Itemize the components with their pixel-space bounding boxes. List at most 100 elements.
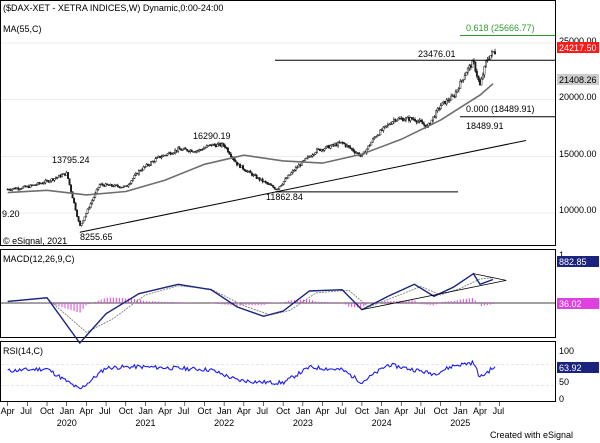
candle-body (288, 174, 291, 176)
macd-label: MACD(12,26,9,C) (3, 254, 75, 264)
candle-body (181, 149, 184, 151)
candle-body (377, 134, 380, 136)
candle-body (481, 74, 484, 80)
candle-body (474, 61, 477, 72)
candle-body (398, 118, 401, 120)
candle-body (101, 183, 104, 186)
candle-body (395, 119, 398, 122)
price-tick-10000: 10000.00 (559, 205, 597, 215)
candle-body (415, 120, 418, 123)
candle-body (128, 183, 131, 186)
candle-body (147, 164, 149, 166)
candle-body (80, 222, 83, 226)
low-2022-label: 11862.84 (266, 192, 303, 202)
last-price-value: 24217.50 (559, 43, 597, 53)
low-2020-label: 8255.65 (80, 232, 113, 242)
candle-body (20, 188, 23, 190)
candle-body (15, 187, 18, 190)
candle-body (23, 185, 26, 188)
candle-body (352, 148, 355, 152)
candle-body (246, 170, 249, 173)
high-2025-label: 23476.01 (418, 49, 456, 59)
ma-value-tag (557, 74, 599, 85)
candle-body (276, 188, 279, 190)
x-axis-month-label: Oct (434, 406, 449, 416)
candle-body (282, 181, 285, 185)
candle-body (159, 155, 162, 158)
candle-body (67, 172, 69, 179)
candle-body (255, 174, 258, 179)
candle-body (290, 172, 293, 176)
candle-body (110, 184, 113, 187)
x-axis-year-label: 2021 (135, 418, 155, 428)
candle-body (349, 146, 352, 149)
candle-body (251, 172, 254, 176)
candle-body (475, 70, 478, 77)
candle-body (488, 58, 490, 61)
candle-body (309, 156, 312, 158)
ma-label: MA(55,C) (3, 24, 42, 34)
candle-body (237, 163, 240, 166)
x-axis-month-label: Apr (473, 406, 487, 416)
candle-body (371, 138, 374, 143)
candle-body (468, 65, 471, 69)
candle-body (71, 191, 74, 199)
candle-body (98, 184, 101, 188)
candle-body (58, 175, 60, 178)
candle-body (55, 177, 57, 179)
candle-body (172, 152, 175, 154)
candle-body (383, 125, 386, 128)
candle-body (409, 117, 412, 121)
candle-body (337, 142, 340, 147)
candle-body (162, 155, 165, 158)
candle-body (174, 149, 177, 154)
candle-body (331, 144, 333, 147)
candle-body (136, 173, 139, 175)
candle-body (11, 188, 14, 191)
candle-body (35, 184, 38, 186)
high-2020-label: 13795.24 (52, 155, 90, 165)
low-2024-label: 18489.91 (466, 121, 504, 131)
macd-panel (0, 249, 556, 338)
candle-body (420, 120, 423, 122)
candle-body (341, 141, 344, 144)
candle-body (160, 156, 163, 158)
candle-body (406, 117, 409, 119)
candle-body (432, 116, 435, 121)
candle-body (95, 189, 98, 194)
x-axis-year-label: 2025 (450, 418, 470, 428)
candle-body (281, 183, 284, 186)
candle-body (403, 119, 406, 122)
candle-body (417, 120, 419, 123)
candle-body (8, 188, 11, 191)
candle-body (469, 65, 472, 68)
candle-body (145, 164, 148, 167)
candle-body (125, 185, 128, 187)
candle-body (463, 75, 466, 80)
trendline (79, 139, 526, 233)
candle-body (306, 156, 309, 159)
ma55-line (7, 83, 494, 196)
candle-body (284, 178, 287, 182)
candle-body (21, 186, 24, 189)
candle-body (226, 147, 229, 153)
candle-body (53, 178, 56, 181)
candle-body (447, 99, 450, 102)
candle-body (156, 157, 158, 159)
x-axis-year-label: 2020 (57, 418, 77, 428)
candle-body (278, 186, 281, 190)
candle-body (370, 141, 373, 146)
candle-body (150, 161, 152, 166)
candle-body (26, 185, 29, 188)
rsi-line (7, 359, 496, 390)
candle-body (264, 181, 267, 183)
candle-body (492, 51, 495, 53)
grid-layer (1, 42, 555, 214)
candle-body (230, 153, 232, 157)
candle-body (275, 188, 278, 191)
left-edge-label: 9.20 (2, 209, 20, 219)
candle-body (177, 147, 180, 152)
candle-body (444, 101, 447, 105)
candle-body (39, 182, 42, 185)
candle-body (51, 178, 54, 181)
